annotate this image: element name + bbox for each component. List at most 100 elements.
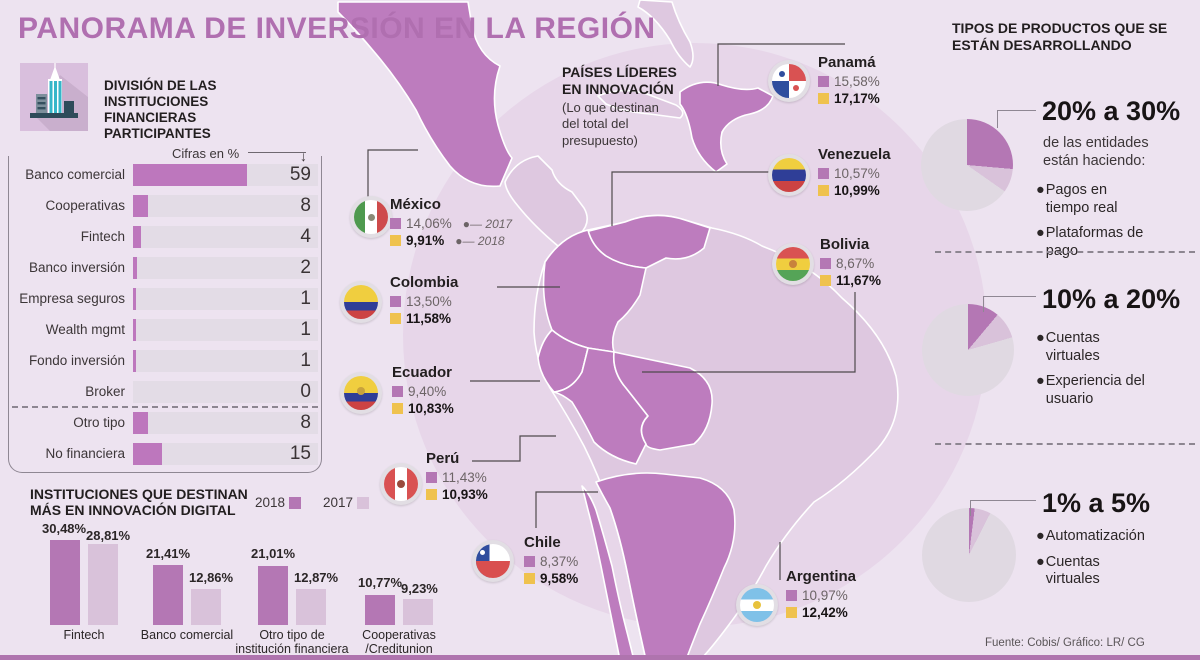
map-bolivia <box>612 351 713 451</box>
country-venezuela: Venezuela 10,57% 10,99% <box>818 146 891 199</box>
swatch-2018 <box>392 403 403 414</box>
source-credit: Fuente: Cobis/ Gráfico: LR/ CG <box>985 637 1145 649</box>
colombia-flag-icon <box>340 281 382 323</box>
division-row-bar <box>133 226 141 248</box>
country-name: Venezuela <box>818 146 891 163</box>
bar-group-label: Banco comercial <box>140 628 234 642</box>
country-ecuador: Ecuador 9,40% 10,83% <box>392 364 454 417</box>
bar-value: 21,41% <box>146 546 191 561</box>
bar-2018 <box>258 566 288 625</box>
division-row-value: 4 <box>300 226 311 247</box>
division-row-label: Banco inversión <box>28 260 125 275</box>
swatch-2017 <box>524 556 535 567</box>
product-item: ● Cuentas virtuales <box>1036 330 1186 365</box>
division-row-bar <box>133 319 136 341</box>
bar-value: 10,77% <box>358 575 403 590</box>
division-row: Fondo inversión 1 <box>10 350 320 372</box>
division-row-value: 59 <box>289 164 311 185</box>
page-title: PANORAMA DE INVERSIÓN EN LA REGIÓN <box>18 12 656 45</box>
division-row-value: 8 <box>300 195 311 216</box>
country-name: Colombia <box>390 274 459 291</box>
product-items: ● Pagos en tiempo real ● Plataformas de pa… <box>1036 182 1186 269</box>
bullet-icon: ● <box>1036 225 1045 242</box>
swatch-2018 <box>426 489 437 500</box>
division-row: Broker 0 <box>10 381 320 403</box>
swatch-2017 <box>818 76 829 87</box>
range-label: 20% a 30% <box>1042 96 1181 126</box>
swatch-2017 <box>820 258 831 269</box>
product-item-label: Cuentas virtuales <box>1045 553 1100 588</box>
value-2017: 13,50% <box>406 294 452 309</box>
division-row-track: 8 <box>133 412 318 434</box>
country-peru: Perú 11,43% 10,93% <box>426 450 488 503</box>
division-row-bar <box>133 195 149 217</box>
bar-2018 <box>153 565 183 625</box>
bar-2017 <box>403 599 433 625</box>
country-argentina: Argentina 10,97% 12,42% <box>786 568 856 621</box>
swatch-2018 <box>818 93 829 104</box>
division-row-label: No financiera <box>45 446 125 461</box>
legend-2018: 2018 <box>255 495 302 510</box>
bar-2018 <box>50 540 80 625</box>
division-row-label: Wealth mgmt <box>45 322 125 337</box>
map-chile <box>581 485 635 660</box>
division-row-label: Fondo inversión <box>28 353 125 368</box>
product-item: ● Experiencia del usuario <box>1036 373 1186 408</box>
division-row-track: 15 <box>133 443 318 465</box>
division-row-track: 59 <box>133 164 318 186</box>
division-row-value: 1 <box>300 350 311 371</box>
product-item: ● Pagos en tiempo real <box>1036 182 1186 217</box>
product-item-label: Plataformas de pago <box>1045 225 1144 260</box>
swatch-2017 <box>390 218 401 229</box>
year-note-2018: ●— 2018 <box>455 233 505 248</box>
product-item-label: Experiencia del usuario <box>1045 373 1145 408</box>
buildings-icon <box>20 63 88 131</box>
division-row-value: 0 <box>300 381 311 402</box>
bullet-icon: ● <box>1036 330 1045 346</box>
division-row-track: 1 <box>133 319 318 341</box>
division-row-track: 1 <box>133 350 318 372</box>
map-section-subheading: (Lo que destinan del total del presupues… <box>562 100 659 148</box>
value-2018: 9,91% <box>406 233 445 248</box>
bar-2017 <box>296 589 326 625</box>
bar-group-label: Cooperativas /Creditunion <box>362 628 436 657</box>
pie-bracket-line <box>970 500 1036 516</box>
division-row: Otro tipo 8 <box>10 412 320 434</box>
peru-flag-icon <box>380 463 422 505</box>
bullet-icon: ● <box>1036 553 1045 570</box>
mexico-flag-icon <box>350 196 392 238</box>
product-item: ● Automatización <box>1036 528 1186 546</box>
ecuador-flag-icon <box>340 372 382 414</box>
division-row-track: 1 <box>133 288 318 310</box>
division-row-bar <box>133 443 162 465</box>
product-item-label: Pagos en tiempo real <box>1045 182 1118 216</box>
country-mexico: México 14,06% ●— 2017 9,91% ●— 2018 <box>390 196 512 249</box>
division-row-value: 15 <box>289 443 311 464</box>
value-2017: 8,37% <box>540 554 579 569</box>
division-row-value: 1 <box>300 319 311 340</box>
division-row-label: Fintech <box>80 229 125 244</box>
map-mexico <box>337 1 513 188</box>
country-name: Bolivia <box>820 236 870 253</box>
bullet-icon: ● <box>1036 182 1045 198</box>
bar-2018 <box>365 595 395 625</box>
products-dashed-divider <box>935 251 1195 253</box>
value-2017: 14,06% <box>406 216 452 231</box>
product-item: ● Plataformas de pago <box>1036 225 1186 260</box>
swatch-2018 <box>524 573 535 584</box>
value-2017: 8,67% <box>836 256 875 271</box>
division-row: Empresa seguros 1 <box>10 288 320 310</box>
range-label: 10% a 20% <box>1042 284 1181 314</box>
map-section-heading: PAÍSES LÍDERES EN INNOVACIÓN <box>562 64 677 97</box>
division-row: Cooperativas 8 <box>10 195 320 217</box>
division-row: Banco inversión 2 <box>10 257 320 279</box>
bar-value: 30,48% <box>42 521 87 536</box>
division-row: Banco comercial 59 <box>10 164 320 186</box>
panama-flag-icon <box>768 60 810 102</box>
bar-2017 <box>88 544 118 625</box>
bar-2017 <box>191 589 221 625</box>
division-row-label: Banco comercial <box>25 167 125 182</box>
division-row-label: Empresa seguros <box>19 291 125 306</box>
legend-2017-swatch <box>357 496 370 509</box>
